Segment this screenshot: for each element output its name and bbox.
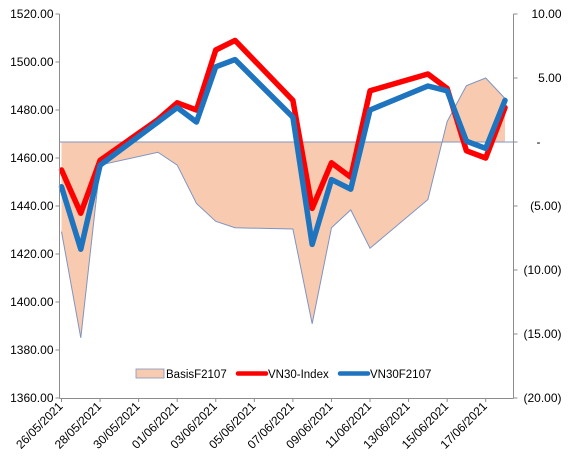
plot-layer bbox=[58, 37, 514, 338]
y-right-tick-label: (15.00) bbox=[523, 327, 561, 341]
series-line-vn30f2107 bbox=[58, 56, 508, 252]
y-left-tick-label: 1360.00 bbox=[10, 391, 54, 405]
y-right-tick-label: (5.00) bbox=[530, 199, 561, 213]
y-right-tick-label: 10.00 bbox=[531, 7, 561, 21]
series-basis-outline bbox=[61, 77, 506, 338]
y-right-tick-label: (20.00) bbox=[523, 391, 561, 405]
y-left-tick-label: 1520.00 bbox=[10, 7, 54, 21]
y-left-tick-label: 1500.00 bbox=[10, 55, 54, 69]
y-left-tick-label: 1480.00 bbox=[10, 103, 54, 117]
y-right-tick-label: 5.00 bbox=[538, 71, 562, 85]
y-left-tick-label: 1380.00 bbox=[10, 343, 54, 357]
legend-label-basis: BasisF2107 bbox=[166, 369, 227, 381]
y-left-tick-label: 1420.00 bbox=[10, 247, 54, 261]
legend: BasisF2107 VN30-Index VN30F2107 bbox=[135, 368, 431, 381]
series-basis-area bbox=[61, 78, 505, 338]
legend-label-vn30f2107: VN30F2107 bbox=[370, 369, 431, 381]
y-right-tick-label: - bbox=[537, 135, 541, 149]
legend-label-vn30-index: VN30-Index bbox=[268, 369, 329, 381]
y-left-tick-label: 1400.00 bbox=[10, 295, 54, 309]
y-right-tick-label: (10.00) bbox=[523, 263, 561, 277]
legend-swatch-basis bbox=[135, 368, 165, 379]
y-left-tick-label: 1460.00 bbox=[10, 151, 54, 165]
y-left-tick-label: 1440.00 bbox=[10, 199, 54, 213]
